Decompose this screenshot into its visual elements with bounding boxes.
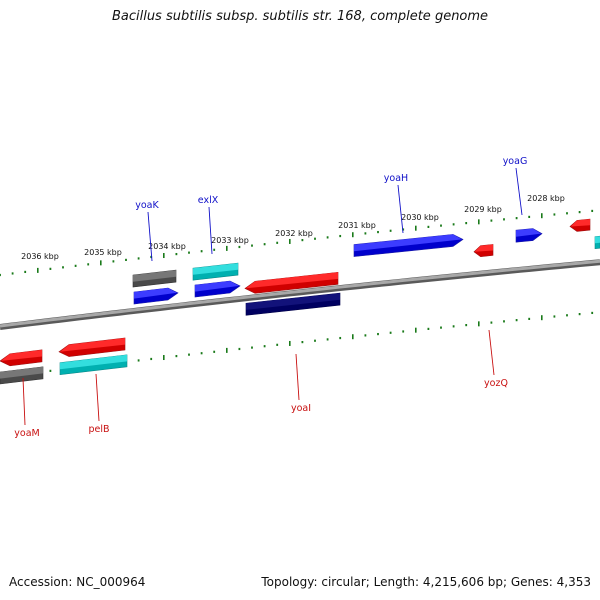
leader-line bbox=[147, 211, 153, 262]
gene-label-yoaM[interactable]: yoaM bbox=[14, 377, 40, 439]
gene-feature-cyan[interactable] bbox=[192, 262, 239, 281]
scale-label: 2030 kbp bbox=[401, 213, 439, 222]
feature-highlight bbox=[595, 236, 600, 244]
gene-feature-blue[interactable] bbox=[194, 280, 241, 298]
feature-highlight bbox=[0, 366, 43, 379]
feature-highlight bbox=[354, 234, 462, 252]
leader-line bbox=[488, 329, 495, 376]
feature-highlight bbox=[60, 338, 125, 352]
feature-highlight bbox=[193, 263, 238, 275]
scale-label: 2034 kbp bbox=[148, 242, 186, 251]
gene-label-yoaH[interactable]: yoaH bbox=[384, 173, 408, 234]
leader-line bbox=[208, 206, 213, 255]
feature-highlight bbox=[516, 228, 542, 237]
scale-label: 2029 kbp bbox=[464, 205, 502, 214]
gene-name: pelB bbox=[88, 424, 109, 435]
gene-feature-navy[interactable] bbox=[245, 292, 341, 316]
gene-feature-cyan[interactable] bbox=[59, 354, 128, 376]
gene-feature-gray[interactable] bbox=[132, 269, 177, 288]
feature-highlight bbox=[474, 244, 493, 252]
gene-feature-cyan[interactable] bbox=[594, 235, 600, 250]
gene-feature-gray[interactable] bbox=[0, 366, 44, 385]
backbone bbox=[0, 259, 600, 330]
gene-feature-red[interactable] bbox=[569, 218, 591, 232]
map-title: Bacillus subtilis subsp. subtilis str. 1… bbox=[111, 9, 489, 24]
feature-highlight bbox=[134, 288, 177, 299]
gene-feature-blue[interactable] bbox=[353, 234, 464, 257]
scale-label: 2028 kbp bbox=[527, 194, 565, 203]
gene-name: yoaK bbox=[135, 200, 159, 211]
feature-highlight bbox=[246, 272, 338, 289]
gene-label-exlX[interactable]: exlX bbox=[198, 195, 219, 255]
gene-label-pelB[interactable]: pelB bbox=[88, 373, 110, 435]
scale-label: 2036 kbp bbox=[21, 252, 59, 261]
gene-features bbox=[0, 218, 600, 385]
feature-highlight bbox=[195, 281, 239, 292]
gene-name: yozQ bbox=[484, 378, 508, 389]
scale-ticks: 2028 kbp 2029 kbp 2030 kbp 2031 kbp 2032 kbp… bbox=[0, 194, 594, 379]
scale-label: 2032 kbp bbox=[275, 229, 313, 238]
gene-feature-red[interactable] bbox=[0, 349, 43, 367]
genome-summary: Topology: circular; Length: 4,215,606 bp… bbox=[261, 575, 591, 589]
feature-highlight bbox=[246, 293, 340, 310]
leader-line bbox=[397, 184, 404, 234]
gene-feature-red[interactable] bbox=[244, 271, 339, 294]
gene-label-yoaG[interactable]: yoaG bbox=[503, 156, 528, 216]
leader-line bbox=[515, 167, 523, 216]
gene-feature-red[interactable] bbox=[473, 244, 494, 258]
leader-line bbox=[22, 377, 26, 426]
gene-feature-blue[interactable] bbox=[133, 287, 179, 305]
gene-label-yoaK[interactable]: yoaK bbox=[135, 200, 160, 262]
gene-label-yoaI[interactable]: yoaI bbox=[291, 353, 311, 414]
gene-name: yoaH bbox=[384, 173, 408, 184]
backbone-shadow bbox=[0, 259, 600, 330]
gene-name: exlX bbox=[198, 195, 219, 206]
gene-name: yoaM bbox=[14, 428, 39, 439]
leader-line bbox=[295, 353, 300, 401]
gene-labels: yoaK exlX yoaH yoaG yoaM pelB yoaI yozQ bbox=[14, 156, 527, 439]
backbone-highlight bbox=[0, 259, 600, 328]
feature-highlight bbox=[60, 354, 127, 370]
gene-label-yozQ[interactable]: yozQ bbox=[484, 329, 508, 389]
scale-label: 2031 kbp bbox=[338, 221, 376, 230]
gene-name: yoaI bbox=[291, 403, 311, 414]
gene-name: yoaG bbox=[503, 156, 528, 167]
gene-feature-red[interactable] bbox=[58, 337, 126, 357]
feature-highlight bbox=[570, 219, 590, 227]
leader-line bbox=[95, 373, 100, 422]
scale-label: 2035 kbp bbox=[84, 248, 122, 257]
gene-feature-blue[interactable] bbox=[515, 228, 543, 243]
scale-label: 2033 kbp bbox=[211, 236, 249, 245]
feature-highlight bbox=[1, 349, 42, 361]
accession-text: Accession: NC_000964 bbox=[9, 575, 146, 589]
feature-highlight bbox=[133, 270, 176, 282]
